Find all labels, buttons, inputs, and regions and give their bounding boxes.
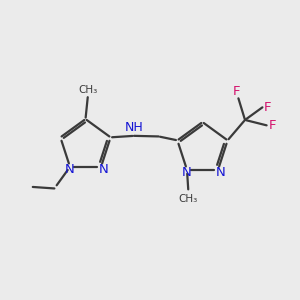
Text: N: N bbox=[215, 166, 225, 179]
Text: CH₃: CH₃ bbox=[78, 85, 98, 95]
Text: F: F bbox=[268, 119, 276, 132]
Text: CH₃: CH₃ bbox=[179, 194, 198, 204]
Text: F: F bbox=[233, 85, 241, 98]
Text: N: N bbox=[182, 166, 192, 179]
Text: F: F bbox=[264, 101, 272, 114]
Text: NH: NH bbox=[124, 121, 143, 134]
Text: N: N bbox=[98, 163, 108, 176]
Text: N: N bbox=[65, 163, 75, 176]
